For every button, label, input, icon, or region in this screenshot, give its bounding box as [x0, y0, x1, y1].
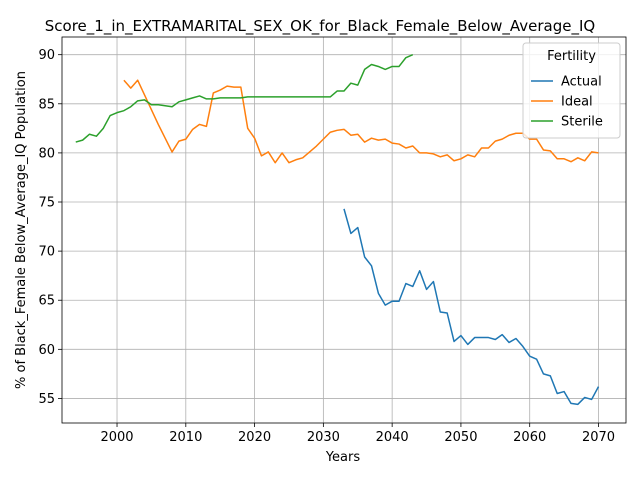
- plot-area-frame: [61, 36, 627, 424]
- series-lines: [75, 53, 600, 406]
- x-tick-label: 2060: [513, 430, 546, 445]
- legend-title: Fertility: [547, 49, 596, 64]
- x-tick-label: 2010: [169, 430, 202, 445]
- x-tick-label: 2000: [100, 430, 133, 445]
- y-tick-label: 75: [38, 196, 55, 211]
- y-tick-label: 70: [38, 245, 55, 260]
- x-tick-label: 2020: [238, 430, 271, 445]
- y-tick-label: 85: [38, 97, 55, 112]
- x-tick-label: 2030: [307, 430, 340, 445]
- legend: Fertility Actual Ideal Sterile: [522, 42, 621, 139]
- y-tick-label: 80: [38, 146, 55, 161]
- axis-ticks: 2000 2010 2020 2030 2040 2050 2060 2070 55 60 65 70…: [38, 48, 615, 445]
- y-tick-label: 60: [38, 343, 55, 358]
- x-tick-label: 2040: [376, 430, 409, 445]
- series-line-sterile: [75, 53, 414, 143]
- series-line-ideal: [123, 79, 599, 164]
- legend-label-sterile: Sterile: [561, 115, 603, 130]
- y-tick-label: 90: [38, 48, 55, 63]
- x-tick-label: 2050: [444, 430, 477, 445]
- legend-label-ideal: Ideal: [561, 95, 593, 110]
- chart-title: Score_1_in_EXTRAMARITAL_SEX_OK_for_Black…: [45, 17, 595, 36]
- series-line-actual: [343, 208, 600, 406]
- x-tick-label: 2070: [582, 430, 615, 445]
- y-tick-label: 55: [38, 392, 55, 407]
- x-axis-label: Years: [325, 450, 361, 465]
- legend-box: [522, 42, 621, 139]
- y-axis-label: % of Black_Female Below_Average_IQ Popul…: [14, 71, 29, 389]
- y-tick-label: 65: [38, 294, 55, 309]
- legend-label-actual: Actual: [561, 75, 602, 90]
